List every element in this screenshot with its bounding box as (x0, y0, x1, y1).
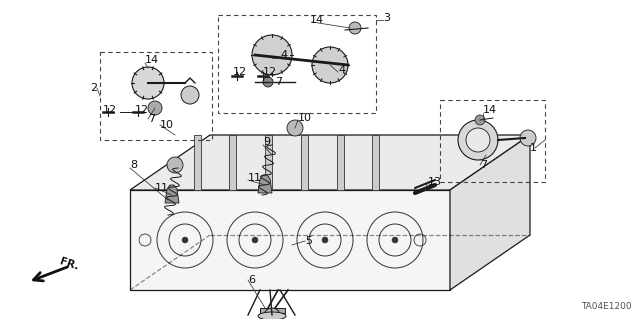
Bar (264, 135, 271, 190)
Bar (337, 135, 344, 190)
Circle shape (458, 120, 498, 160)
Text: 6: 6 (248, 275, 255, 285)
Bar (440, 100, 545, 182)
Text: 1: 1 (530, 143, 537, 153)
Polygon shape (450, 135, 530, 290)
Text: 12: 12 (233, 67, 247, 77)
Text: 11: 11 (155, 183, 169, 193)
Text: 14: 14 (483, 105, 497, 115)
Text: 12: 12 (263, 67, 277, 77)
Polygon shape (130, 135, 530, 190)
Circle shape (475, 115, 485, 125)
Polygon shape (258, 175, 272, 193)
Bar (301, 135, 307, 190)
Text: TA04E1200: TA04E1200 (581, 302, 632, 311)
Bar (193, 135, 200, 190)
Text: 10: 10 (298, 113, 312, 123)
Text: 12: 12 (135, 105, 149, 115)
Polygon shape (260, 308, 285, 313)
Circle shape (148, 101, 162, 115)
Text: 8: 8 (130, 160, 137, 170)
Polygon shape (130, 190, 450, 290)
Circle shape (252, 237, 258, 243)
Circle shape (287, 120, 303, 136)
Circle shape (264, 308, 280, 319)
Circle shape (132, 67, 164, 99)
Circle shape (312, 47, 348, 83)
Circle shape (466, 128, 490, 152)
Text: 4: 4 (280, 50, 287, 60)
Text: 7: 7 (275, 77, 282, 87)
Text: 9: 9 (263, 137, 270, 147)
Text: 5: 5 (305, 236, 312, 246)
Circle shape (263, 77, 273, 87)
Polygon shape (165, 185, 179, 203)
Circle shape (252, 35, 292, 75)
Bar (218, 15, 376, 113)
Text: FR.: FR. (58, 256, 79, 272)
Circle shape (181, 86, 199, 104)
Circle shape (520, 130, 536, 146)
Text: 11: 11 (248, 173, 262, 183)
Text: 3: 3 (383, 13, 390, 23)
Bar (100, 52, 212, 140)
Circle shape (182, 237, 188, 243)
Bar (228, 135, 236, 190)
Circle shape (322, 237, 328, 243)
Text: 14: 14 (310, 15, 324, 25)
Text: 7: 7 (148, 114, 155, 124)
Text: 7: 7 (480, 160, 487, 170)
Text: 10: 10 (160, 120, 174, 130)
Circle shape (167, 157, 183, 173)
Text: 13: 13 (428, 177, 442, 187)
Bar (371, 135, 378, 190)
Text: 4: 4 (338, 65, 345, 75)
Circle shape (349, 22, 361, 34)
Circle shape (392, 237, 398, 243)
Text: 2: 2 (90, 83, 97, 93)
Ellipse shape (258, 312, 286, 319)
Text: 12: 12 (103, 105, 117, 115)
Text: 14: 14 (145, 55, 159, 65)
